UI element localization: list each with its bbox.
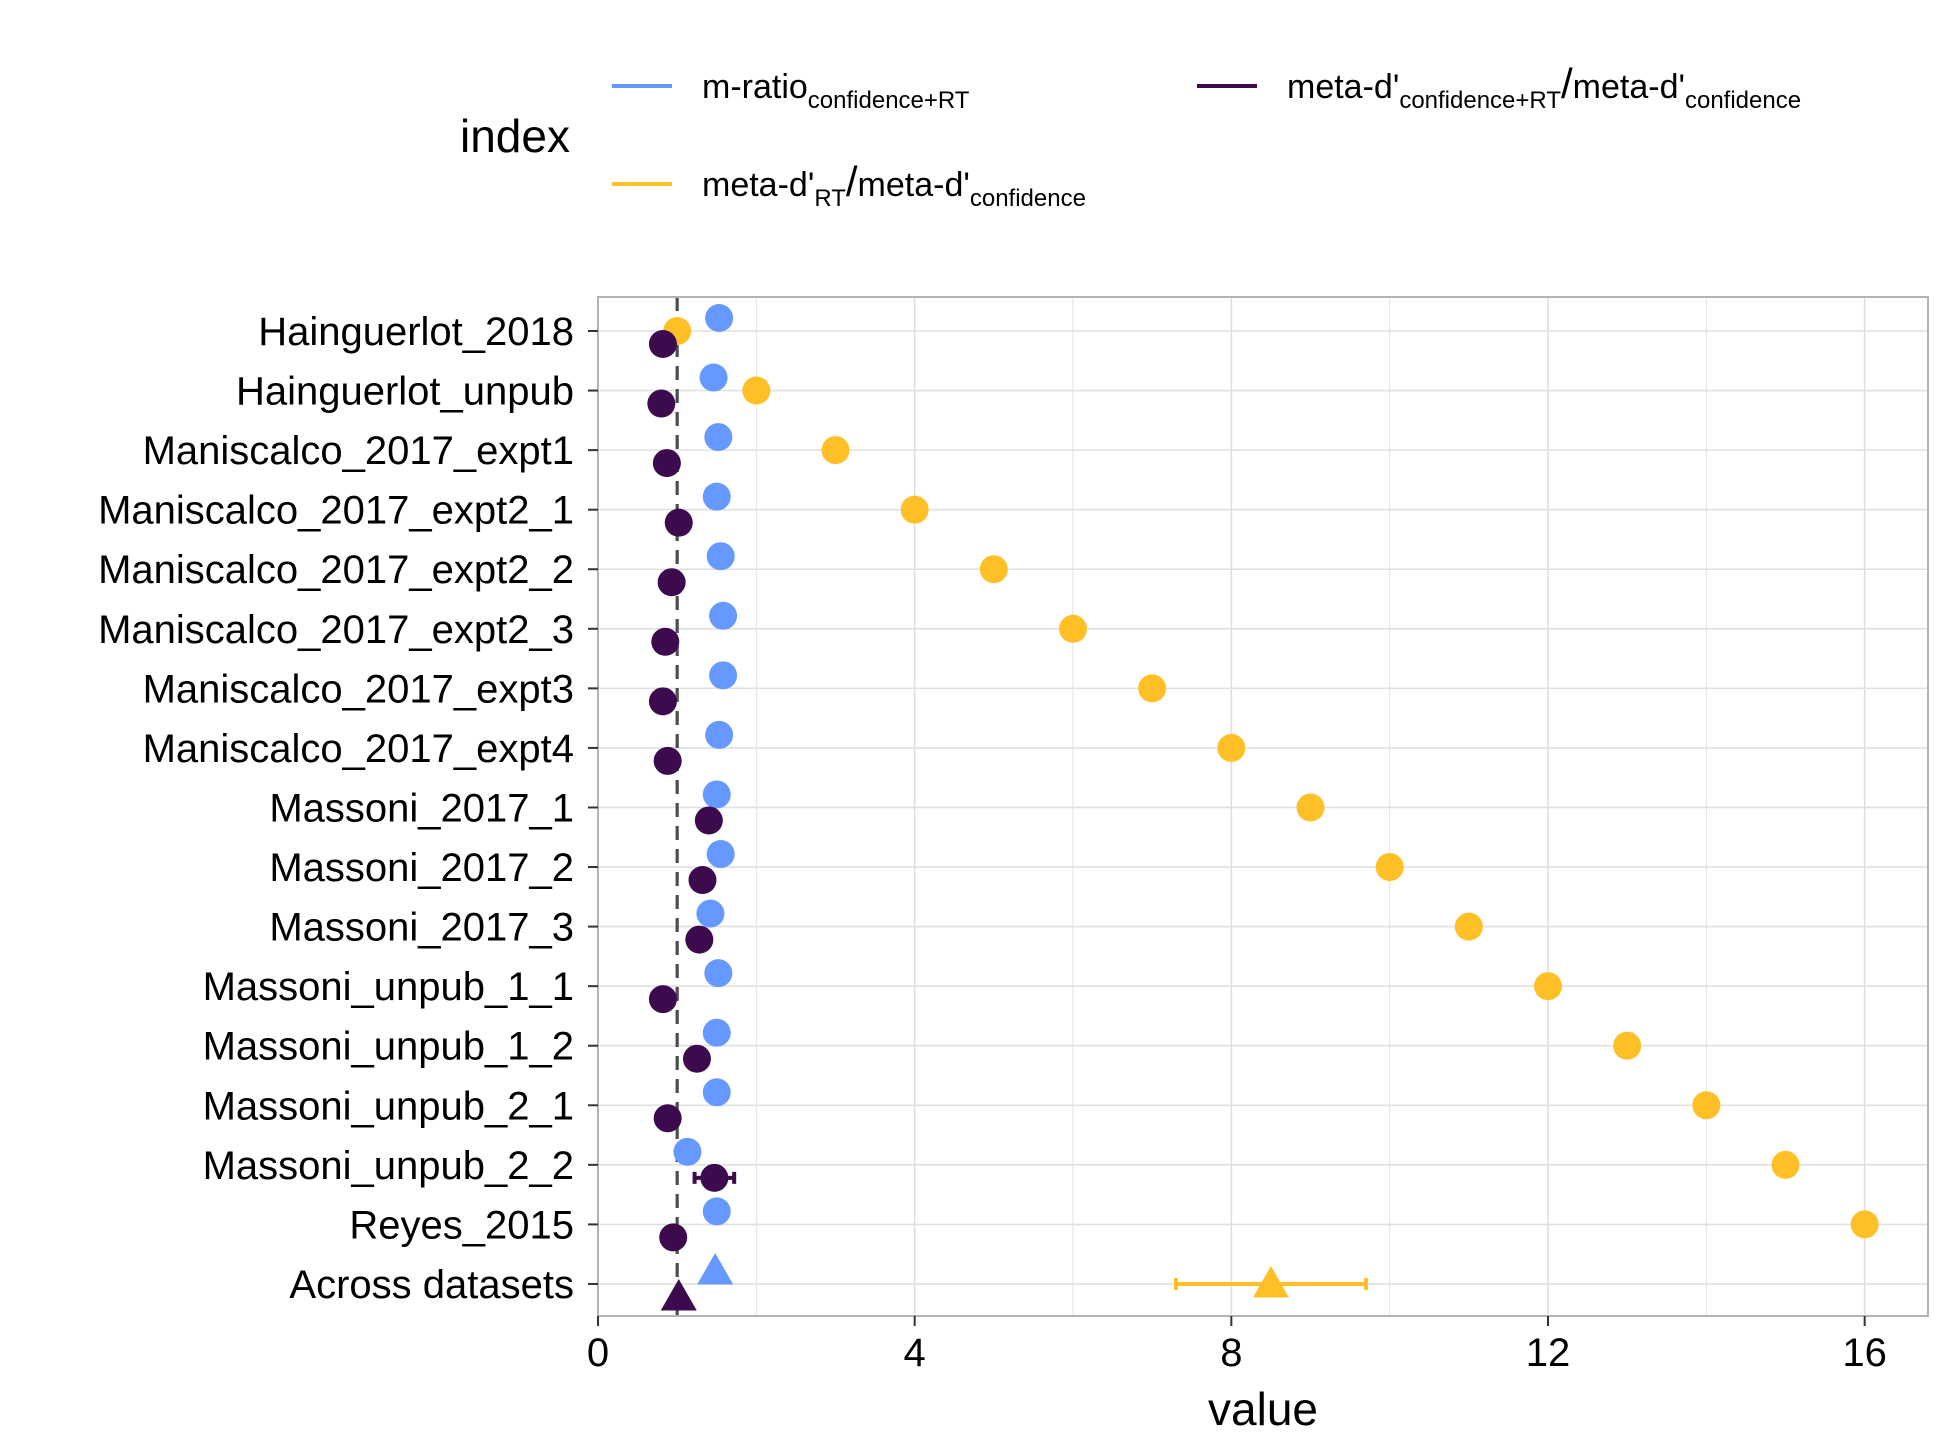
y-tick-label: Massoni_unpub_1_2 [203,1025,574,1069]
data-point-triangle [660,1278,697,1311]
data-point [688,866,717,895]
data-point [742,376,771,405]
data-point [702,1018,731,1047]
data-point [702,780,731,809]
series-rt [663,317,1879,1298]
legend-label: meta-d'confidence+RT/meta-d'confidence [1287,60,1801,114]
data-point [648,985,677,1014]
x-tick-label: 0 [587,1331,609,1375]
data-point [1375,853,1404,882]
y-tick-label: Hainguerlot_2018 [258,310,574,354]
y-tick-label: Across datasets [289,1263,574,1307]
x-tick-label: 4 [904,1331,926,1375]
data-point [706,542,735,571]
data-point [702,1197,731,1226]
series-mratio [673,304,738,1285]
data-point [1217,733,1246,762]
y-tick-label: Maniscalco_2017_expt1 [143,429,574,473]
data-point [1454,912,1483,941]
data-point [652,449,681,478]
data-point [700,1163,729,1192]
data-point [706,840,735,869]
data-point [685,925,714,954]
legend-label: meta-d'RT/meta-d'confidence [702,158,1086,212]
data-point [702,482,731,511]
y-tick-label: Massoni_unpub_2_2 [203,1144,574,1188]
data-point [979,555,1008,584]
data-point [1692,1091,1721,1120]
data-point [694,806,723,835]
legend-item-mratio: m-ratioconfidence+RT [612,68,970,114]
data-point [664,508,693,537]
legend-label: m-ratioconfidence+RT [702,68,970,114]
y-tick-label: Massoni_unpub_1_1 [203,965,574,1009]
data-point [702,1078,731,1107]
data-point [1613,1031,1642,1060]
data-point [657,568,686,597]
data-point [682,1044,711,1073]
plot-area: Hainguerlot_2018 Hainguerlot_unpub Manisca… [98,296,1929,1375]
data-point [653,746,682,775]
data-point [1534,972,1562,1001]
data-point [709,601,738,630]
data-point [1059,614,1087,643]
data-point [659,1223,688,1252]
data-point [704,959,733,988]
y-tick-label: Massoni_unpub_2_1 [203,1084,574,1128]
y-tick-label: Massoni_2017_3 [269,906,574,950]
y-tick-label: Maniscalco_2017_expt2_3 [98,608,574,652]
data-point [705,304,734,332]
y-tick-label: Reyes_2015 [349,1203,574,1247]
data-point [1850,1210,1879,1239]
data-point [709,661,738,690]
legend-title: index [460,110,570,162]
data-point [648,687,677,716]
data-point-triangle [1252,1265,1289,1298]
x-tick-label: 12 [1526,1331,1571,1375]
data-point [821,436,850,465]
data-point [696,899,725,928]
y-tick-label: Maniscalco_2017_expt2_2 [98,548,574,592]
y-tick-label: Hainguerlot_unpub [236,370,574,414]
data-point [1138,674,1167,703]
y-tick-label: Maniscalco_2017_expt4 [143,727,574,771]
data-point [651,627,680,656]
y-tick-label: Maniscalco_2017_expt3 [143,667,574,711]
data-point [648,330,677,358]
series-combo [647,330,737,1311]
data-point [673,1137,702,1166]
y-tick-label: Massoni_2017_1 [269,786,574,830]
legend-item-rt: meta-d'RT/meta-d'confidence [612,158,1086,212]
x-axis-label: value [1208,1383,1318,1435]
y-tick-label: Massoni_2017_2 [269,846,574,890]
data-point [647,389,676,418]
data-point [705,720,734,749]
x-tick-label: 8 [1220,1331,1242,1375]
data-point [699,363,728,392]
data-point-triangle [697,1252,734,1285]
data-point [1771,1150,1800,1179]
y-tick-label: Maniscalco_2017_expt2_1 [98,489,574,533]
data-point [704,423,733,452]
data-point [653,1104,682,1133]
data-point [900,495,929,524]
legend-item-combo: meta-d'confidence+RT/meta-d'confidence [1197,60,1801,114]
legend: index m-ratioconfidence+RT meta-d'confide… [460,60,1801,212]
data-point [1296,793,1325,822]
x-tick-label: 16 [1842,1331,1887,1375]
